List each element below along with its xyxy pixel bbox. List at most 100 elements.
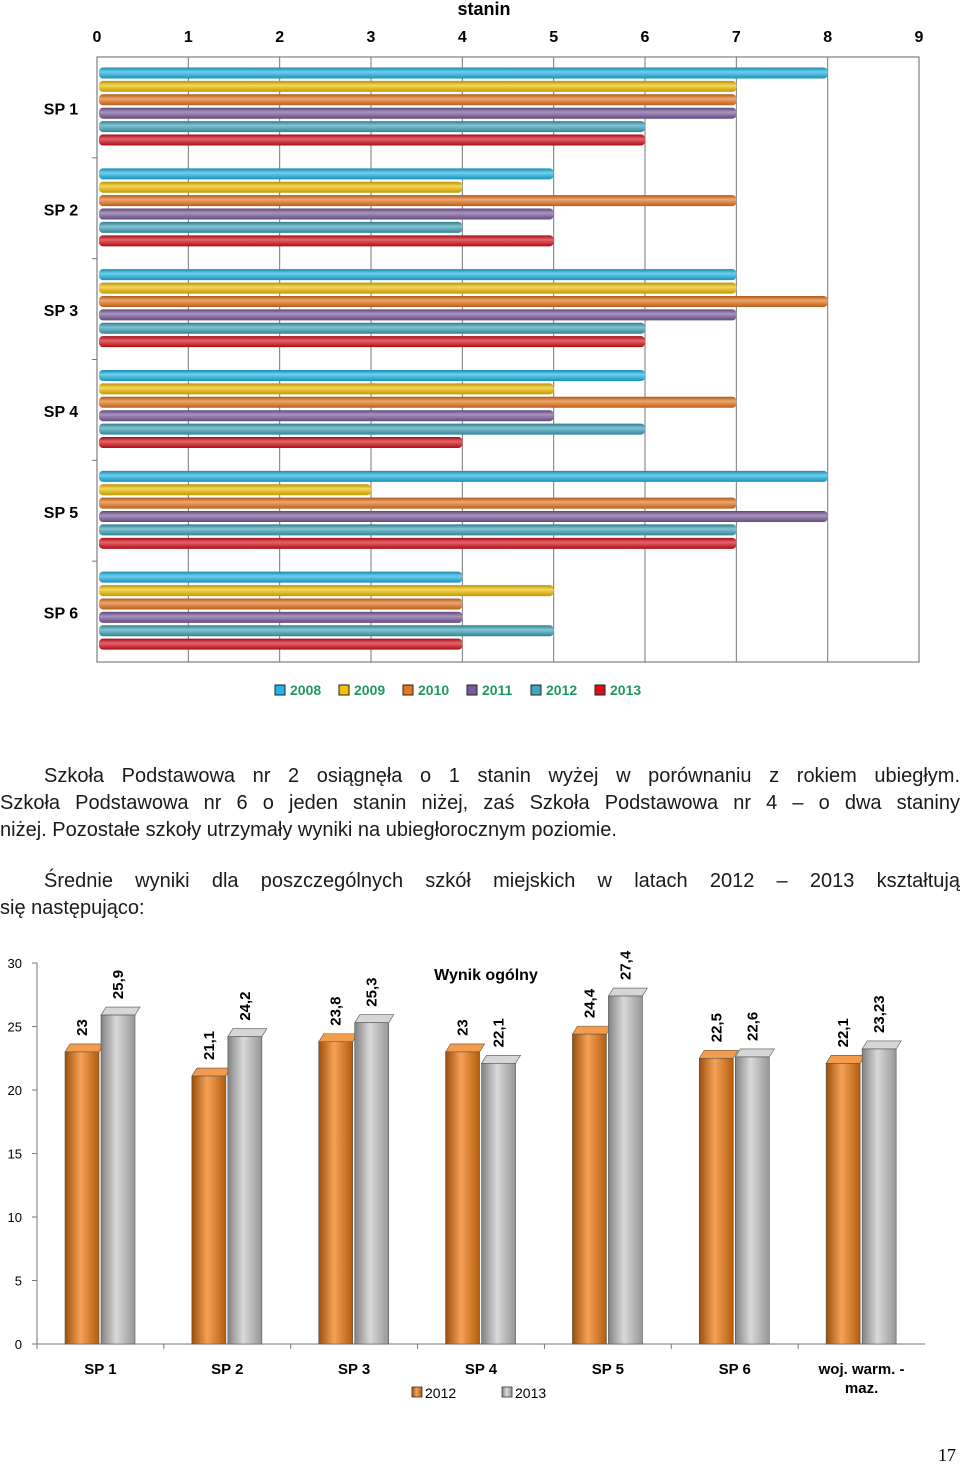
legend-swatch: [402, 684, 414, 696]
paragraph-stanin-comment: Szkoła Podstawowa nr 2 osiągnęła o 1 sta…: [0, 763, 960, 844]
legend-swatch: [501, 1386, 513, 1398]
category-label: SP 2: [211, 1361, 243, 1378]
data-label: 25,3: [364, 977, 381, 1006]
bar: [99, 221, 463, 233]
bar-top: [100, 1006, 141, 1016]
bar: [99, 235, 554, 247]
bar: [99, 598, 463, 610]
bar: [99, 638, 463, 650]
x-tick-label: 5: [549, 29, 558, 46]
legend-swatch: [274, 684, 286, 696]
stanin-bar-chart: stanin 0 1 2 3 4 5 6 7 8 9 SP 1 SP 2 SP 3 SP 4 SP 5 SP 6…: [44, 0, 924, 698]
x-tick-label: 0: [93, 29, 102, 46]
bar-top: [825, 1055, 866, 1064]
bar-top: [64, 1043, 105, 1053]
legend-swatch: [466, 684, 478, 696]
category-label: SP 4: [465, 1361, 498, 1378]
bar: [99, 524, 737, 536]
bar-top: [445, 1043, 486, 1053]
bar-top: [191, 1067, 232, 1077]
x-tick-label: 8: [823, 29, 832, 46]
chart-title: stanin: [457, 0, 510, 19]
bar: [99, 370, 645, 381]
bar-top: [354, 1014, 395, 1023]
category-label: SP 2: [44, 202, 79, 219]
legend-swatch: [411, 1386, 423, 1398]
bar: [99, 537, 737, 549]
paragraph-line: Szkoła Podstawowa nr 6 o jeden stanin ni…: [0, 792, 960, 814]
bar: [99, 121, 645, 133]
bar: [608, 995, 643, 1345]
data-label: 22,1: [835, 1018, 852, 1047]
x-tick-label: 3: [367, 29, 376, 46]
category-label: SP 1: [84, 1361, 116, 1378]
legend-label: 2008: [290, 682, 321, 698]
data-label: 27,4: [617, 950, 634, 980]
data-label: 24,4: [581, 988, 598, 1018]
y-tick-label: 30: [8, 956, 22, 971]
bar: [99, 168, 554, 180]
paragraph-line: się następująco:: [0, 897, 145, 919]
bar: [99, 410, 554, 422]
bar: [99, 571, 463, 583]
bar: [445, 1051, 480, 1345]
legend-label: 2010: [418, 682, 449, 698]
bar: [99, 625, 554, 637]
data-label: 22,5: [708, 1013, 725, 1042]
bar: [698, 1057, 734, 1345]
bar-top: [481, 1055, 522, 1064]
bar: [99, 295, 828, 307]
category-label: SP 6: [719, 1361, 751, 1378]
bar: [99, 134, 645, 146]
plot-area: [96, 56, 920, 663]
legend-swatch: [338, 684, 350, 696]
bar: [99, 497, 737, 509]
legend-label: 2009: [354, 682, 385, 698]
bar-top: [698, 1049, 739, 1059]
chart-title: Wynik ogólny: [434, 967, 538, 984]
bar: [734, 1056, 770, 1345]
bar: [99, 309, 737, 321]
data-label: 24,2: [237, 991, 254, 1020]
paragraph-line: niżej. Pozostałe szkoły utrzymały wyniki…: [0, 819, 617, 841]
bar: [99, 611, 463, 623]
bar: [99, 67, 828, 79]
data-label: 23: [455, 1019, 472, 1036]
bar: [825, 1063, 861, 1345]
bar: [99, 396, 737, 408]
overall-result-chart: Wynik ogólny 0 5 10 15 20 25 30 SP 1 23 25,9 SP 2 21…: [8, 950, 925, 1401]
y-tick-label: 0: [15, 1337, 22, 1352]
data-label: 23,8: [328, 997, 345, 1026]
legend-swatch: [530, 684, 542, 696]
bar: [99, 484, 371, 496]
category-label: SP 5: [592, 1361, 624, 1378]
bar: [861, 1048, 897, 1345]
bar: [481, 1063, 516, 1345]
bar: [99, 336, 645, 348]
legend-label: 2012: [546, 682, 577, 698]
bar-top: [861, 1040, 902, 1050]
x-tick-label: 7: [732, 29, 741, 46]
bar: [99, 107, 737, 119]
x-tick-label: 1: [184, 29, 193, 46]
category-label: SP 1: [44, 101, 79, 118]
bar-top: [607, 987, 648, 997]
y-tick-label: 15: [8, 1147, 22, 1162]
category-label: woj. warm. -: [818, 1361, 905, 1378]
bar-top: [318, 1033, 359, 1043]
bar: [99, 383, 554, 395]
bar: [99, 423, 645, 435]
data-label: 23,23: [871, 995, 888, 1033]
paragraph-average-results: Średnie wyniki dla poszczególnych szkół …: [0, 868, 960, 922]
bar: [99, 208, 554, 220]
bar: [99, 437, 463, 448]
bar-top: [227, 1028, 268, 1037]
bar: [227, 1036, 263, 1345]
category-label: SP 3: [338, 1361, 370, 1378]
bar: [191, 1075, 227, 1345]
category-label: maz.: [845, 1380, 878, 1397]
data-label: 21,1: [201, 1031, 218, 1060]
legend-swatch: [594, 684, 606, 696]
bar-top: [734, 1048, 775, 1058]
y-tick-label: 10: [8, 1210, 22, 1225]
